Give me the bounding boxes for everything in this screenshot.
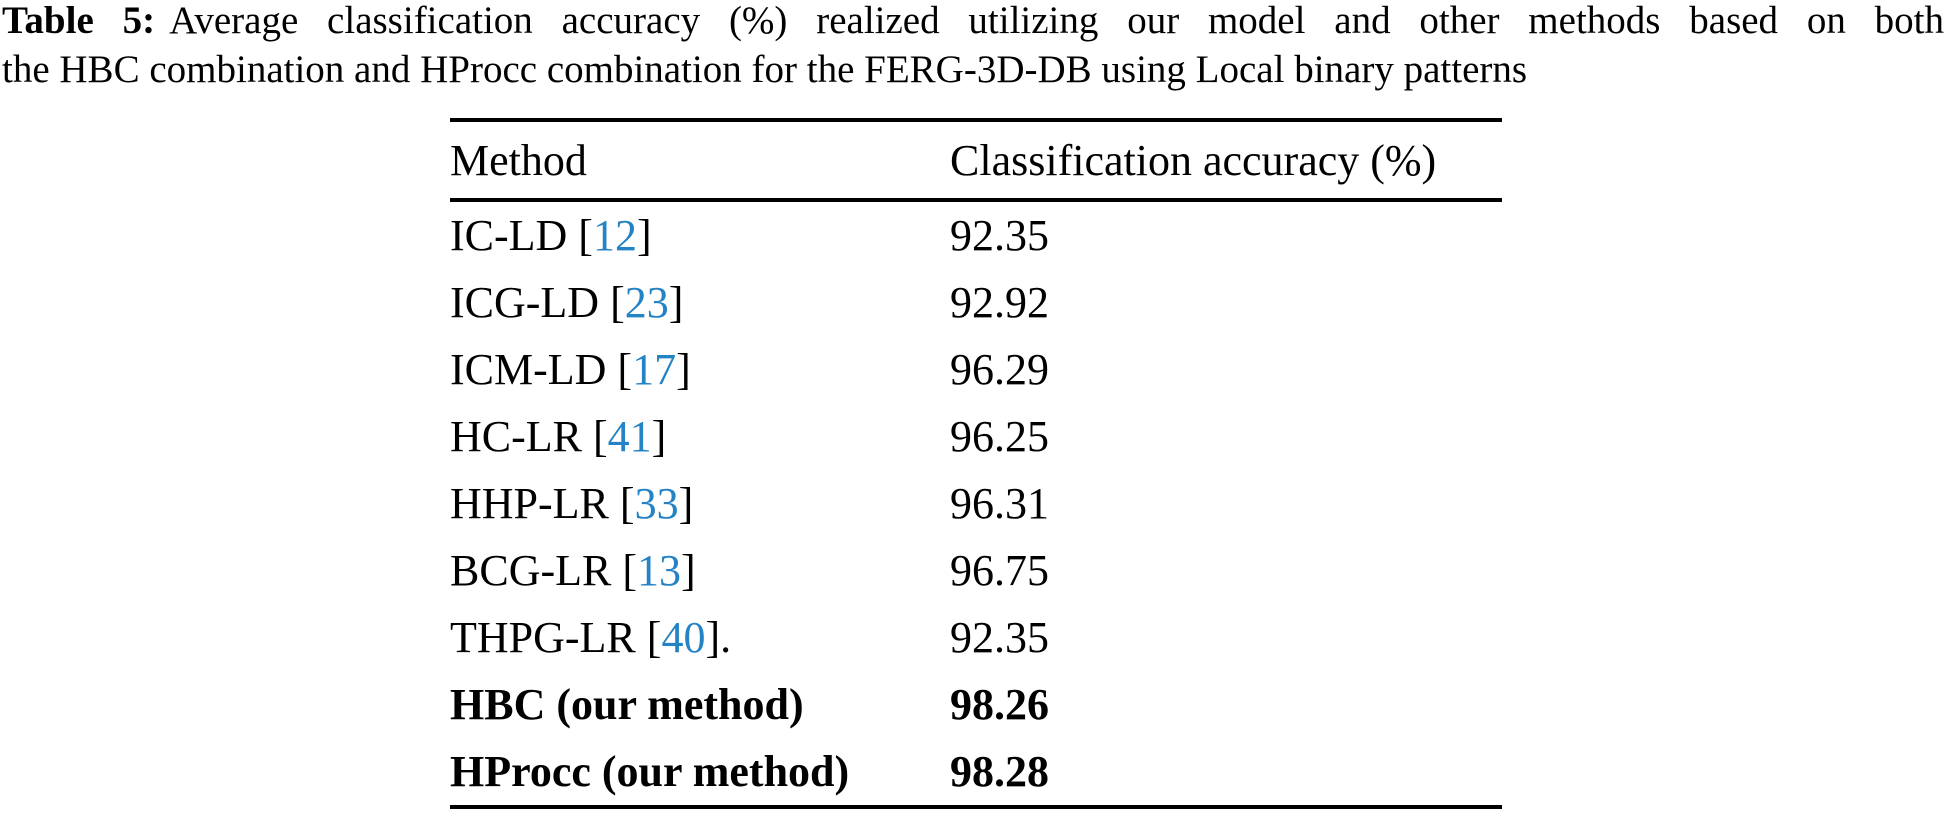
method-suffix: ] xyxy=(676,345,691,394)
accuracy-value: 96.29 xyxy=(950,345,1049,394)
method-cell: THPG-LR [40]. xyxy=(450,604,950,671)
method-cell: HBC (our method) xyxy=(450,671,950,738)
method-cell: HC-LR [41] xyxy=(450,403,950,470)
table-row: IC-LD [12] 92.35 xyxy=(450,200,1502,269)
table-row: BCG-LR [13] 96.75 xyxy=(450,537,1502,604)
table-caption: Table 5: Average classification accuracy … xyxy=(2,0,1944,94)
table-row: ICG-LD [23] 92.92 xyxy=(450,269,1502,336)
caption-text-1: Average classification accuracy (%) real… xyxy=(169,0,1944,42)
method-cell: BCG-LR [13] xyxy=(450,537,950,604)
table-row-our-method-hbc: HBC (our method) 98.26 xyxy=(450,671,1502,738)
accuracy-value: 98.28 xyxy=(950,747,1049,796)
table-row: ICM-LD [17] 96.29 xyxy=(450,336,1502,403)
method-name: ICG-LD [ xyxy=(450,278,625,327)
method-name: THPG-LR [ xyxy=(450,613,662,662)
method-cell: HHP-LR [33] xyxy=(450,470,950,537)
method-name: HC-LR [ xyxy=(450,412,608,461)
method-suffix: ] xyxy=(636,211,652,260)
method-suffix: ] xyxy=(681,546,696,595)
accuracy-value: 96.31 xyxy=(950,479,1049,528)
method-cell: ICM-LD [17] xyxy=(450,336,950,403)
column-header-accuracy: Classification accuracy (%) xyxy=(950,120,1502,202)
citation-link[interactable]: 41 xyxy=(607,412,652,461)
citation-link[interactable]: 13 xyxy=(637,546,681,595)
citation-link[interactable]: 40 xyxy=(661,613,706,662)
table-row: HHP-LR [33] 96.31 xyxy=(450,470,1502,537)
accuracy-value: 92.92 xyxy=(950,278,1049,327)
method-cell: ICG-LD [23] xyxy=(450,269,950,336)
method-name: HProcc (our method) xyxy=(450,747,850,796)
method-name: IC-LD [ xyxy=(450,211,593,260)
method-suffix: ] xyxy=(668,278,684,327)
method-suffix: ] xyxy=(678,479,694,528)
table-row: THPG-LR [40]. 92.35 xyxy=(450,604,1502,671)
method-suffix: ] xyxy=(651,412,667,461)
citation-link[interactable]: 17 xyxy=(632,345,677,394)
table-row-our-method-hprocc: HProcc (our method) 98.28 xyxy=(450,738,1502,807)
accuracy-value: 98.26 xyxy=(950,680,1049,729)
citation-link[interactable]: 12 xyxy=(592,211,637,260)
caption-line-1: Table 5: Average classification accuracy … xyxy=(2,0,1944,45)
method-cell: HProcc (our method) xyxy=(450,738,950,807)
results-table-wrap: Method Classification accuracy (%) IC-LD… xyxy=(450,118,1502,809)
accuracy-value: 96.75 xyxy=(950,546,1049,595)
method-name: BCG-LR [ xyxy=(450,546,637,595)
caption-line-2: the HBC combination and HProcc combinati… xyxy=(2,48,1528,91)
method-name: HBC (our method) xyxy=(450,680,804,729)
results-table: Method Classification accuracy (%) IC-LD… xyxy=(450,118,1502,809)
citation-link[interactable]: 33 xyxy=(634,479,679,528)
method-suffix: ]. xyxy=(705,613,732,662)
accuracy-value: 92.35 xyxy=(950,613,1049,662)
accuracy-value: 96.25 xyxy=(950,412,1049,461)
header-row: Method Classification accuracy (%) xyxy=(450,120,1502,202)
table-row: HC-LR [41] 96.25 xyxy=(450,403,1502,470)
method-cell: IC-LD [12] xyxy=(450,200,950,269)
accuracy-value: 92.35 xyxy=(950,211,1049,260)
citation-link[interactable]: 23 xyxy=(624,278,669,327)
column-header-method: Method xyxy=(450,120,950,202)
caption-table-label: Table 5: xyxy=(2,0,156,42)
method-name: HHP-LR [ xyxy=(450,479,635,528)
method-name: ICM-LD [ xyxy=(450,345,633,394)
